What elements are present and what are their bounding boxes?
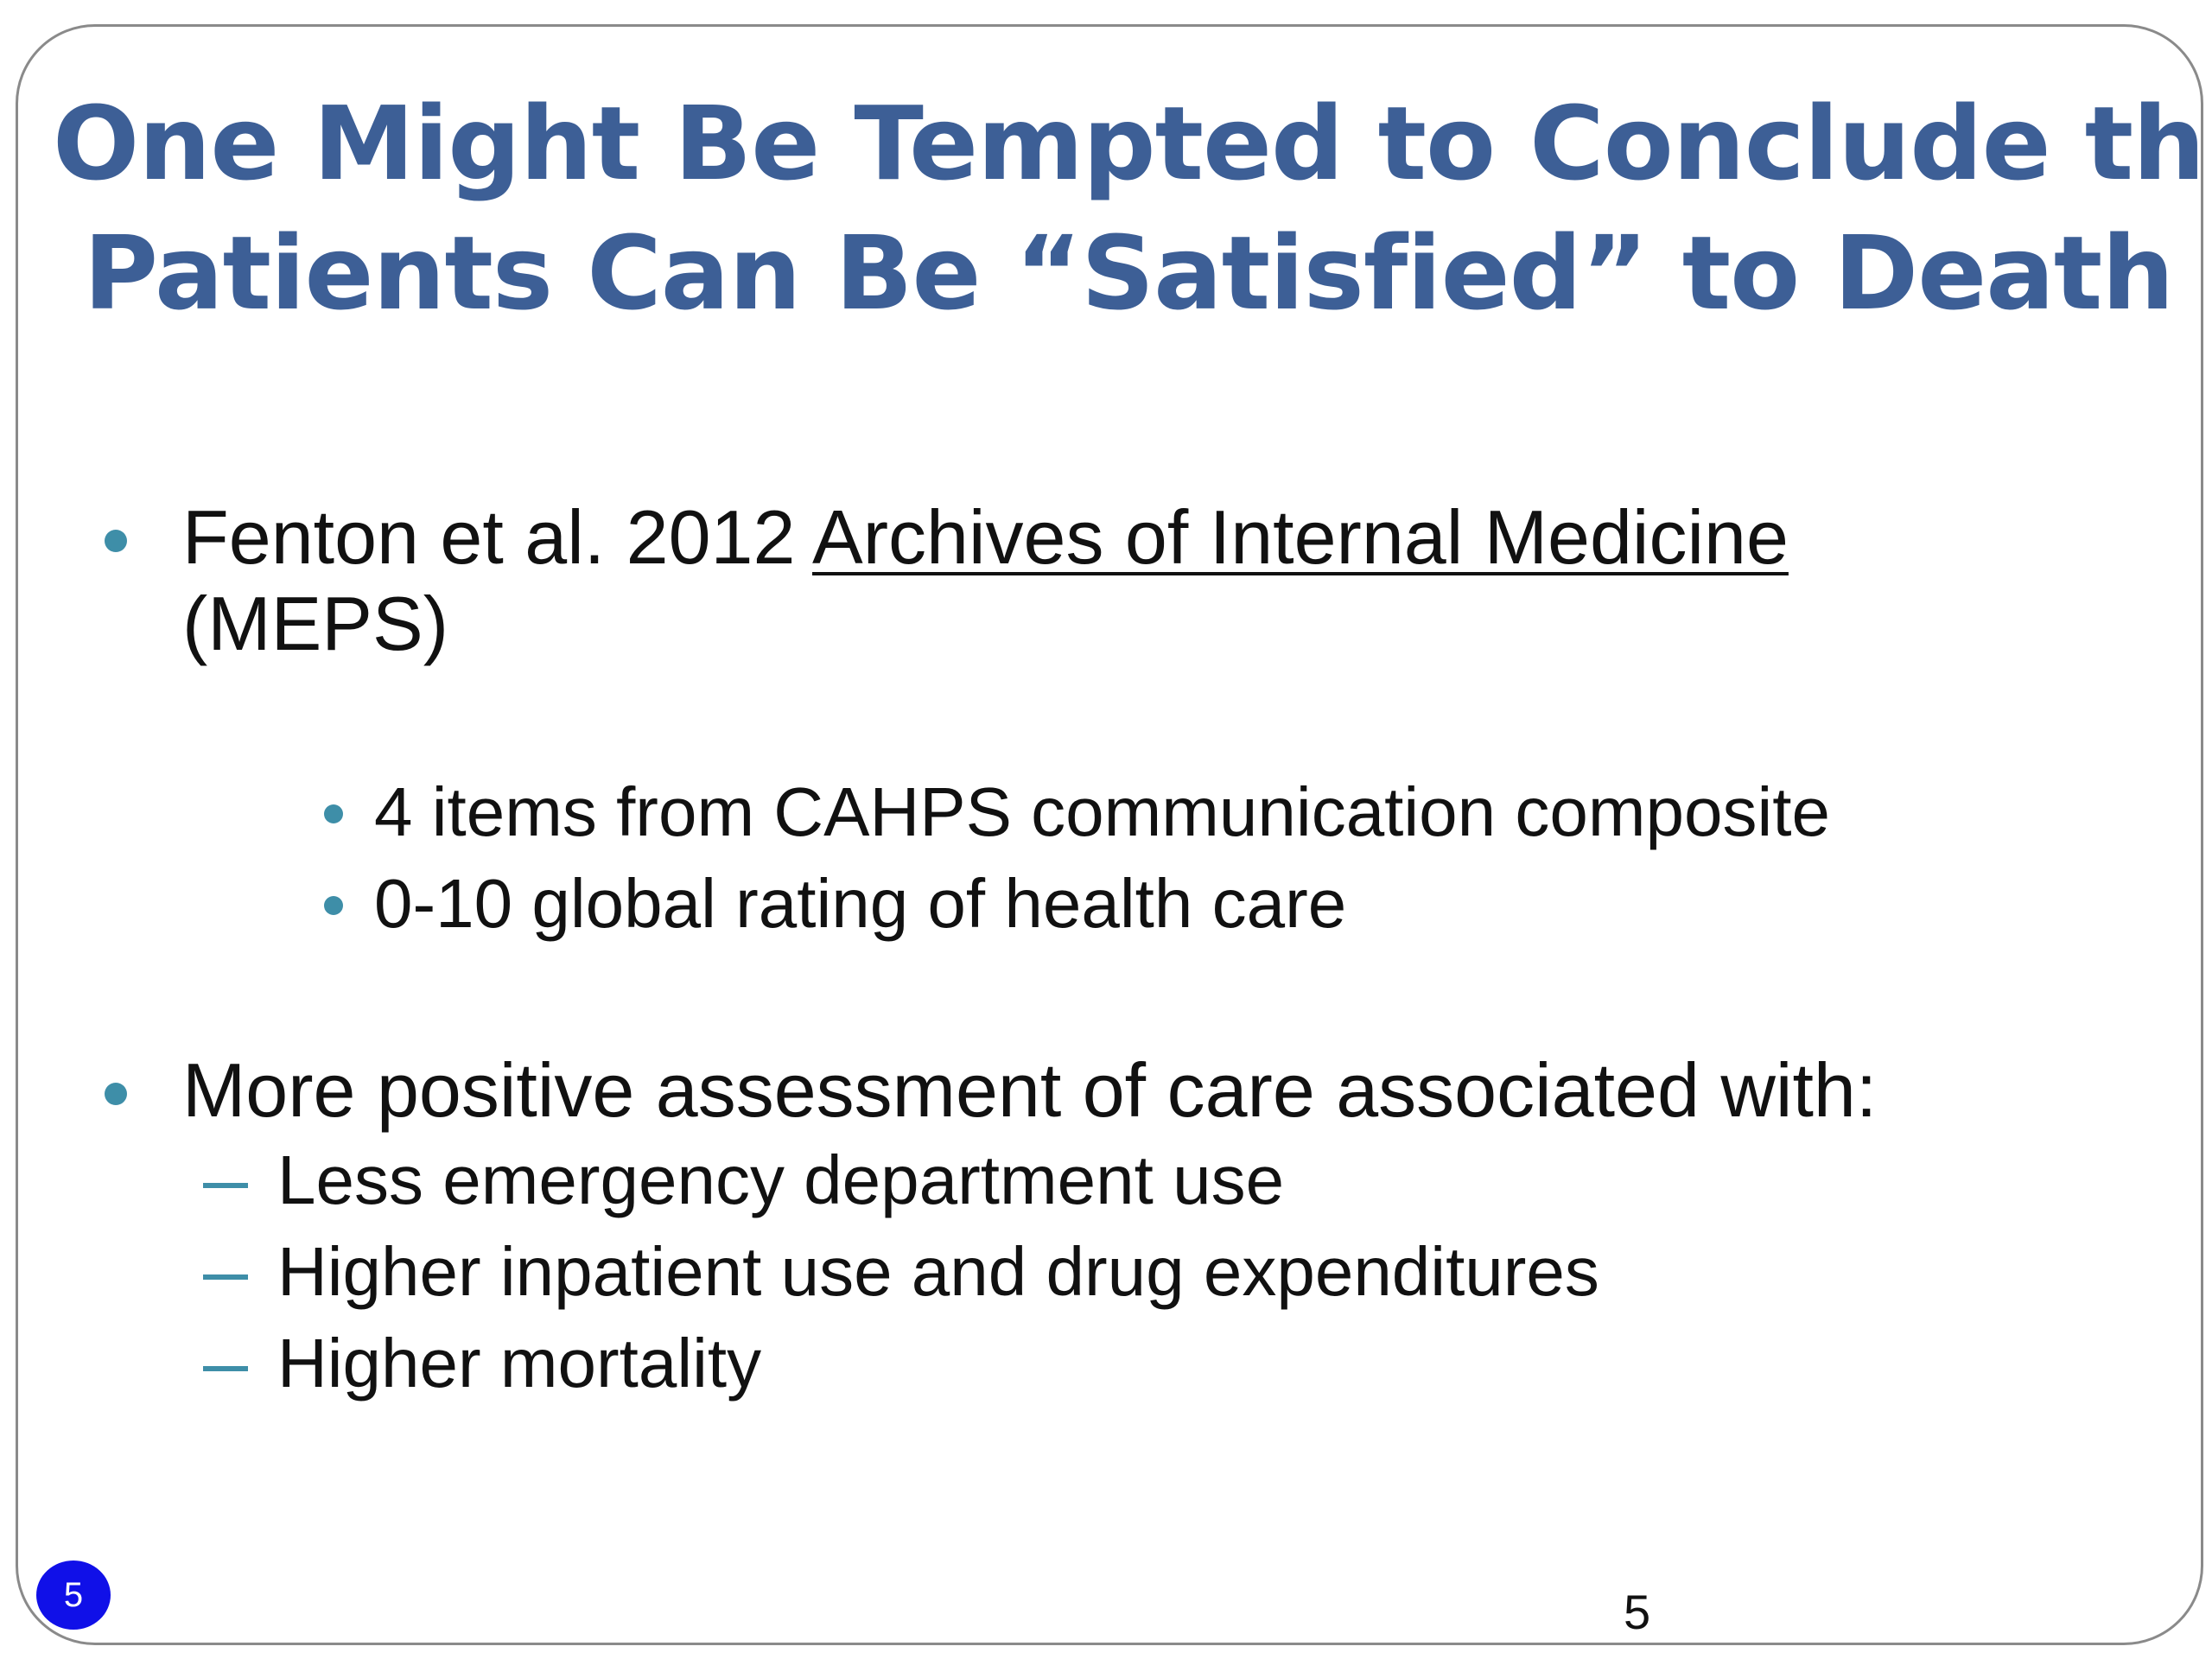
- title-line-1: One Might Be Tempted to Conclude that: [53, 84, 2203, 203]
- journal-title: Archives of Internal Medicine: [812, 494, 1789, 580]
- slide-frame: One Might Be Tempted to Conclude that Pa…: [16, 24, 2203, 1645]
- citation-text: Fenton et al. 2012: [182, 494, 813, 580]
- dash-item-2: Higher inpatient use and drug expenditur…: [277, 1233, 1599, 1310]
- slide-number-badge: 5: [36, 1560, 111, 1630]
- sub-bullet-dot-1: [324, 804, 343, 823]
- page-number: 5: [1624, 1585, 1651, 1639]
- sub-bullet-dot-2: [324, 896, 343, 915]
- bullet-dot-2: [105, 1083, 127, 1105]
- bullet-dot-1: [105, 530, 127, 552]
- slide-title: One Might Be Tempted to Conclude that Pa…: [53, 79, 2203, 338]
- dash-item-1: Less emergency department use: [277, 1141, 1285, 1218]
- bullet-2-line: More positive assessment of care associa…: [182, 1047, 1878, 1133]
- dash-marker-3: [203, 1366, 248, 1371]
- sub-bullet-1: 4 items from CAHPS communication composi…: [374, 773, 1830, 850]
- title-line-2: Patients Can Be “Satisfied” to Death: [83, 213, 2175, 333]
- bullet-1-line-2: (MEPS): [182, 581, 448, 666]
- bullet-1-line-1: Fenton et al. 2012 Archives of Internal …: [182, 493, 1789, 582]
- dash-marker-2: [203, 1274, 248, 1280]
- sub-bullet-2: 0-10 global rating of health care: [374, 865, 1347, 942]
- dash-marker-1: [203, 1183, 248, 1188]
- dash-item-3: Higher mortality: [277, 1325, 762, 1402]
